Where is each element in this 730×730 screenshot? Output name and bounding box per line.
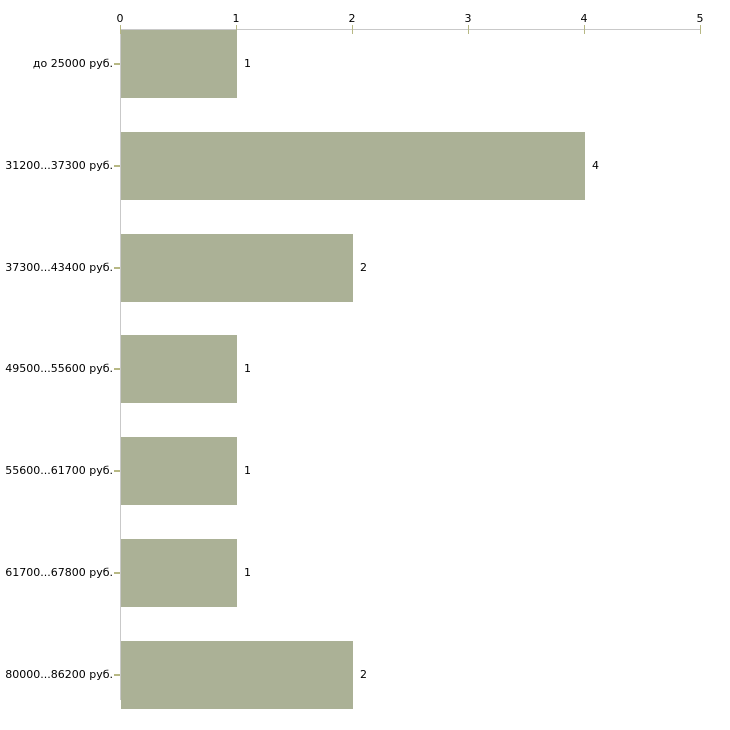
bar (121, 132, 585, 200)
x-axis-line (120, 29, 701, 30)
category-tick-mark (114, 368, 120, 370)
x-tick-mark (352, 25, 353, 34)
x-tick-mark (468, 25, 469, 34)
x-tick-label: 3 (464, 12, 472, 25)
category-tick-mark (114, 470, 120, 472)
x-tick-mark (584, 25, 585, 34)
bar (121, 335, 237, 403)
value-label: 1 (244, 566, 251, 579)
y-axis-line (120, 29, 121, 700)
value-label: 2 (360, 261, 367, 274)
x-tick-label: 4 (580, 12, 588, 25)
category-label: 49500...55600 руб. (5, 362, 113, 375)
category-label: 61700...67800 руб. (5, 566, 113, 579)
x-tick-label: 0 (116, 12, 124, 25)
x-tick-mark (236, 25, 237, 34)
x-tick-label: 2 (348, 12, 356, 25)
bar (121, 30, 237, 98)
category-tick-mark (114, 572, 120, 574)
value-label: 2 (360, 668, 367, 681)
bar (121, 539, 237, 607)
category-tick-mark (114, 267, 120, 269)
category-label: 31200...37300 руб. (5, 159, 113, 172)
category-label: 55600...61700 руб. (5, 464, 113, 477)
value-label: 1 (244, 464, 251, 477)
x-tick-mark (700, 25, 701, 34)
category-tick-mark (114, 674, 120, 676)
x-tick-mark (120, 25, 121, 34)
category-label: 80000...86200 руб. (5, 668, 113, 681)
bar (121, 437, 237, 505)
category-tick-mark (114, 63, 120, 65)
bar (121, 641, 353, 709)
value-label: 1 (244, 362, 251, 375)
x-tick-label: 5 (696, 12, 704, 25)
category-label: 37300...43400 руб. (5, 261, 113, 274)
bar (121, 234, 353, 302)
value-label: 1 (244, 57, 251, 70)
x-tick-label: 1 (232, 12, 240, 25)
category-label: до 25000 руб. (32, 57, 113, 70)
category-tick-mark (114, 165, 120, 167)
value-label: 4 (592, 159, 599, 172)
